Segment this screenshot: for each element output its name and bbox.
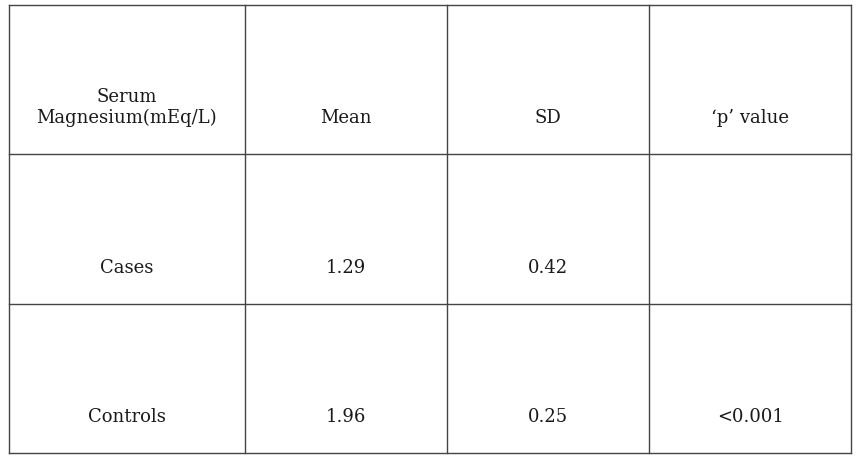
Text: 0.25: 0.25 — [528, 409, 568, 426]
Text: <0.001: <0.001 — [717, 409, 783, 426]
Text: 1.96: 1.96 — [326, 409, 366, 426]
Text: Cases: Cases — [100, 259, 153, 277]
Text: Serum
Magnesium(mEq/L): Serum Magnesium(mEq/L) — [36, 88, 217, 127]
Text: 1.29: 1.29 — [326, 259, 366, 277]
Text: 0.42: 0.42 — [528, 259, 568, 277]
Text: ‘p’ value: ‘p’ value — [711, 109, 789, 127]
Text: Mean: Mean — [320, 109, 372, 127]
Text: SD: SD — [535, 109, 562, 127]
Text: Controls: Controls — [88, 409, 165, 426]
